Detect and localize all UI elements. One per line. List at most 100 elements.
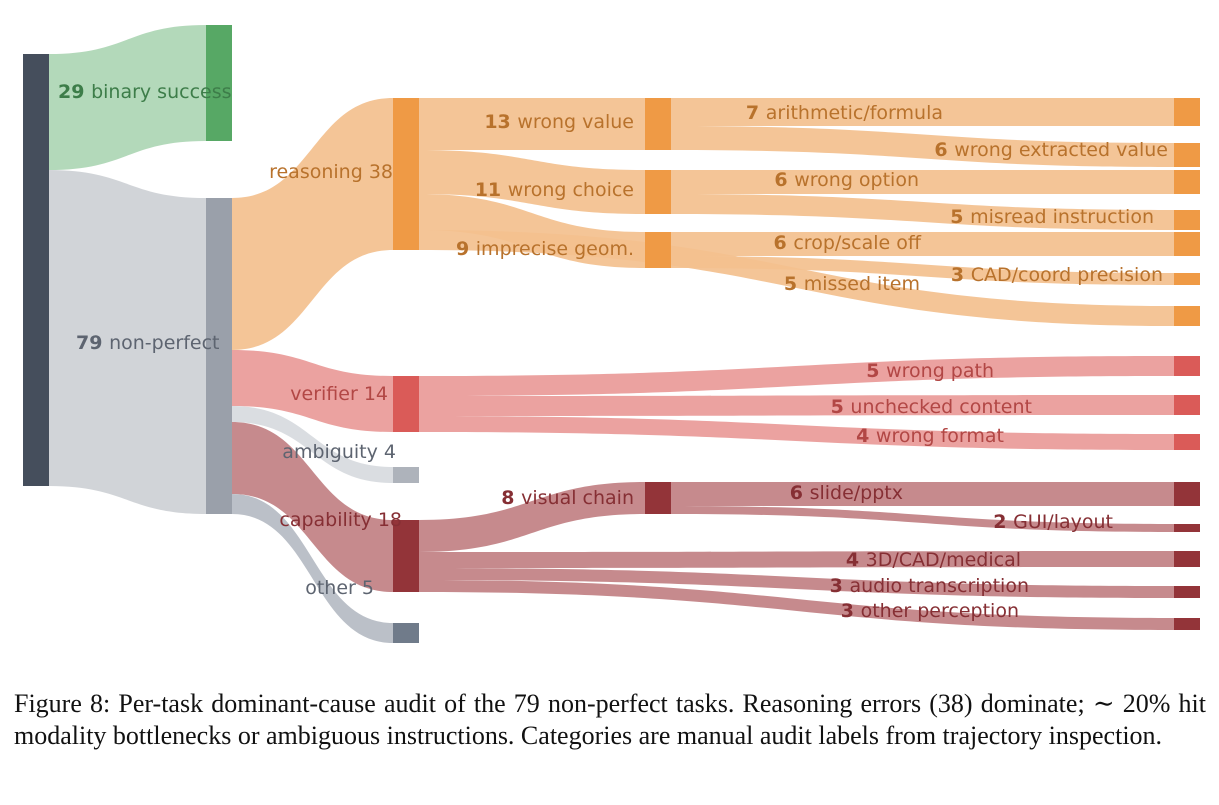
label-count: 5 bbox=[831, 396, 851, 418]
sankey-links bbox=[49, 25, 1174, 643]
label-text: non-perfect bbox=[109, 332, 219, 354]
node-wrong-extracted bbox=[1174, 143, 1200, 167]
node-visual-chain bbox=[645, 482, 671, 514]
node-missed-item bbox=[1174, 306, 1200, 326]
label-text: unchecked content bbox=[850, 396, 1032, 418]
node-wrong-path bbox=[1174, 356, 1200, 376]
label-wrong-extracted: 6 wrong extracted value bbox=[934, 139, 1168, 161]
label-count: 5 bbox=[866, 360, 886, 382]
label-count: 14 bbox=[364, 383, 388, 405]
node-root bbox=[23, 54, 49, 486]
label-text: reasoning bbox=[269, 161, 369, 183]
node-cad-medical bbox=[1174, 551, 1200, 567]
label-count: 9 bbox=[456, 238, 476, 260]
label-count: 6 bbox=[774, 169, 794, 191]
label-text: audio transcription bbox=[849, 575, 1029, 597]
label-count: 6 bbox=[790, 482, 810, 504]
label-cad-medical: 4 3D/CAD/medical bbox=[846, 549, 1021, 571]
link-nonperfect-to-verifier bbox=[232, 350, 393, 432]
node-slide-pptx bbox=[1174, 482, 1200, 506]
label-count: 4 bbox=[846, 549, 866, 571]
label-wrong-choice: 11 wrong choice bbox=[475, 179, 634, 201]
label-cad-coord: 3 CAD/coord precision bbox=[951, 264, 1163, 286]
label-text: misread instruction bbox=[970, 206, 1154, 228]
link-verifier-to-unchecked bbox=[419, 395, 1174, 416]
label-text: wrong option bbox=[794, 169, 919, 191]
label-other-perception: 3 other perception bbox=[841, 600, 1019, 622]
label-count: 6 bbox=[774, 232, 794, 254]
link-root-to-success bbox=[49, 25, 206, 170]
node-imprecise-geom bbox=[645, 232, 671, 268]
label-text: wrong format bbox=[876, 425, 1004, 447]
label-text: slide/pptx bbox=[810, 482, 903, 504]
node-arithmetic bbox=[1174, 98, 1200, 126]
label-count: 5 bbox=[950, 206, 970, 228]
label-ambiguity: ambiguity 4 bbox=[282, 441, 396, 463]
link-imprecise-geom-to-crop-scale bbox=[671, 232, 1174, 256]
link-nonperfect-to-reasoning bbox=[232, 98, 393, 350]
link-nonperfect-to-ambiguity bbox=[232, 406, 393, 483]
label-text: 3D/CAD/medical bbox=[866, 549, 1021, 571]
node-misread bbox=[1174, 210, 1200, 230]
label-count: 6 bbox=[934, 139, 954, 161]
link-verifier-to-wrong-format bbox=[419, 416, 1174, 450]
link-root-to-nonperfect bbox=[49, 170, 206, 514]
label-text: verifier bbox=[290, 383, 364, 405]
node-audio bbox=[1174, 586, 1200, 598]
label-count: 18 bbox=[378, 509, 402, 531]
label-verifier: verifier 14 bbox=[290, 383, 388, 405]
link-wrong-value-to-wrong-extracted bbox=[671, 126, 1174, 167]
node-wrong-value bbox=[645, 98, 671, 150]
label-text: wrong extracted value bbox=[954, 139, 1168, 161]
label-arithmetic: 7 arithmetic/formula bbox=[746, 102, 943, 124]
label-text: capability bbox=[279, 509, 377, 531]
label-text: imprecise geom. bbox=[476, 238, 634, 260]
label-other: other 5 bbox=[305, 577, 374, 599]
label-wrong-path: 5 wrong path bbox=[866, 360, 994, 382]
link-visual-chain-to-gui-layout bbox=[671, 506, 1174, 532]
label-text: visual chain bbox=[521, 487, 634, 509]
label-success: 29 binary success bbox=[58, 81, 232, 103]
label-misread: 5 misread instruction bbox=[950, 206, 1154, 228]
label-count: 5 bbox=[362, 577, 374, 599]
label-wrong-option: 6 wrong option bbox=[774, 169, 919, 191]
label-text: wrong path bbox=[886, 360, 994, 382]
label-capability: capability 18 bbox=[279, 509, 402, 531]
node-capability bbox=[393, 520, 419, 592]
figure-caption: Figure 8: Per-task dominant-cause audit … bbox=[14, 689, 1206, 750]
link-imprecise-geom-to-cad-coord bbox=[671, 256, 1174, 285]
node-success bbox=[206, 25, 232, 141]
label-text: CAD/coord precision bbox=[971, 264, 1163, 286]
label-text: wrong value bbox=[517, 111, 634, 133]
label-text: ambiguity bbox=[282, 441, 384, 463]
label-gui-layout: 2 GUI/layout bbox=[993, 511, 1113, 533]
node-other-perception bbox=[1174, 618, 1200, 630]
node-other bbox=[393, 623, 419, 643]
label-count: 13 bbox=[484, 111, 517, 133]
link-capability-to-visual-chain bbox=[419, 482, 645, 552]
node-wrong-option bbox=[1174, 170, 1200, 194]
label-count: 7 bbox=[746, 102, 766, 124]
label-missed-item: 5 missed item bbox=[784, 273, 920, 295]
node-ambiguity bbox=[393, 467, 419, 483]
link-wrong-choice-to-wrong-option bbox=[671, 170, 1174, 194]
label-count: 79 bbox=[76, 332, 109, 354]
node-cad-coord bbox=[1174, 273, 1200, 285]
label-unchecked: 5 unchecked content bbox=[831, 396, 1032, 418]
label-text: other perception bbox=[861, 600, 1019, 622]
label-text: other bbox=[305, 577, 362, 599]
label-text: binary success bbox=[91, 81, 231, 103]
label-imprecise-geom: 9 imprecise geom. bbox=[456, 238, 634, 260]
link-wrong-choice-to-misread bbox=[671, 194, 1174, 230]
node-crop-scale bbox=[1174, 232, 1200, 256]
label-count: 3 bbox=[951, 264, 971, 286]
label-text: GUI/layout bbox=[1013, 511, 1113, 533]
label-text: arithmetic/formula bbox=[766, 102, 943, 124]
link-capability-to-cad-medical bbox=[419, 551, 1174, 568]
label-count: 38 bbox=[369, 161, 393, 183]
label-reasoning: reasoning 38 bbox=[269, 161, 393, 183]
sankey-nodes bbox=[23, 25, 1200, 643]
label-count: 11 bbox=[475, 179, 508, 201]
